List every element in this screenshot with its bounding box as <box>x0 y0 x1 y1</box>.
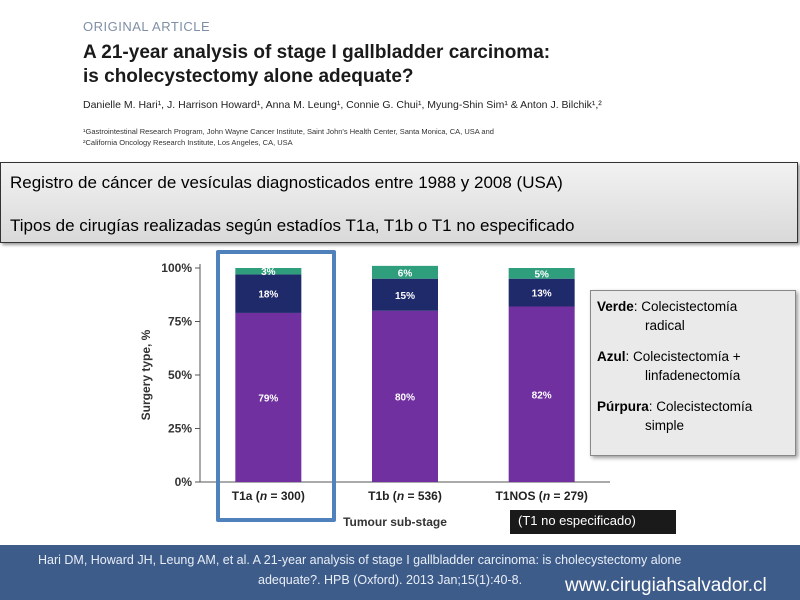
t1nos-note: (T1 no especificado) <box>510 510 676 534</box>
bar-segment <box>372 265 438 279</box>
article-affiliation-1: ¹Gastrointestinal Research Program, John… <box>83 127 494 136</box>
legend-blue: Azul: Colecistectomía + linfadenectomía <box>597 347 789 385</box>
legend-green-text: : Colecistectomía <box>633 299 738 314</box>
stacked-bar-chart: 0% 25% 50% 75% 100% Surgery type, % 79% 18% 3% T1… <box>139 261 610 529</box>
article-label: ORIGINAL ARTICLE <box>83 19 211 34</box>
article-authors: Danielle M. Hari¹, J. Harrison Howard¹, … <box>83 99 602 111</box>
legend-purple-text-cont: simple <box>645 418 685 433</box>
bar-value-label: 82% <box>532 390 552 401</box>
legend-blue-text: : Colecistectomía + <box>625 349 741 364</box>
y-tick-label: 100% <box>161 261 192 275</box>
bar-value-label: 18% <box>258 290 278 301</box>
legend-purple-key: Púrpura <box>597 399 649 414</box>
y-tick-label: 25% <box>168 422 192 436</box>
article-affiliation-2: ²California Oncology Research Institute,… <box>83 138 293 147</box>
bar-segment <box>235 312 302 482</box>
legend: Verde: Colecistectomía radical Azul: Col… <box>590 290 796 456</box>
citation-line-1: Hari DM, Howard JH, Leung AM, et al. A 2… <box>38 553 682 567</box>
legend-blue-text-cont: linfadenectomía <box>645 368 741 383</box>
t1a-highlight-box <box>216 250 336 522</box>
bar-segment <box>235 268 302 275</box>
bar-segment <box>508 278 575 307</box>
bar-segment <box>372 310 438 482</box>
legend-green: Verde: Colecistectomía radical <box>597 297 789 335</box>
y-tick-label: 50% <box>168 368 192 382</box>
y-axis-label: Surgery type, % <box>139 329 153 420</box>
footer-bar: Hari DM, Howard JH, Leung AM, et al. A 2… <box>0 545 800 600</box>
info-box: Registro de cáncer de vesículas diagnost… <box>0 162 798 243</box>
info-line-1: Registro de cáncer de vesículas diagnost… <box>10 173 563 192</box>
legend-blue-key: Azul <box>597 349 626 364</box>
legend-green-text-cont: radical <box>645 318 685 333</box>
legend-purple: Púrpura: Colecistectomía simple <box>597 397 789 435</box>
x-tick-label: T1a (n = 300) <box>232 489 305 503</box>
article-header: ORIGINAL ARTICLE A 21-year analysis of s… <box>0 0 800 160</box>
article-title-line1: A 21-year analysis of stage I gallbladde… <box>83 42 551 63</box>
y-tick-label: 75% <box>168 315 192 329</box>
article-title-line2: is cholecystectomy alone adequate? <box>83 66 414 87</box>
bar-value-label: 3% <box>261 267 276 278</box>
bar-segment <box>235 274 302 313</box>
bar-segment <box>508 268 575 279</box>
bar-segment <box>508 306 575 482</box>
x-axis-label: Tumour sub-stage <box>343 515 447 529</box>
x-tick-label: T1NOS (n = 279) <box>495 489 587 503</box>
legend-purple-text: : Colecistectomía <box>648 399 753 414</box>
citation-line-2: adequate?. HPB (Oxford). 2013 Jan;15(1):… <box>258 573 523 587</box>
website-link[interactable]: www.cirugiahsalvador.cl <box>565 575 767 596</box>
bar-segment <box>372 278 438 311</box>
bar-value-label: 5% <box>534 269 549 280</box>
bar-value-label: 80% <box>395 392 415 403</box>
y-tick-label: 0% <box>175 475 193 489</box>
bar-value-label: 6% <box>398 268 413 279</box>
info-line-2: Tipos de cirugías realizadas según estad… <box>10 216 575 235</box>
x-tick-label: T1b (n = 536) <box>368 489 442 503</box>
bar-value-label: 13% <box>532 289 552 300</box>
bar-value-label: 79% <box>258 393 278 404</box>
legend-green-key: Verde <box>597 299 634 314</box>
bar-value-label: 15% <box>395 291 415 302</box>
